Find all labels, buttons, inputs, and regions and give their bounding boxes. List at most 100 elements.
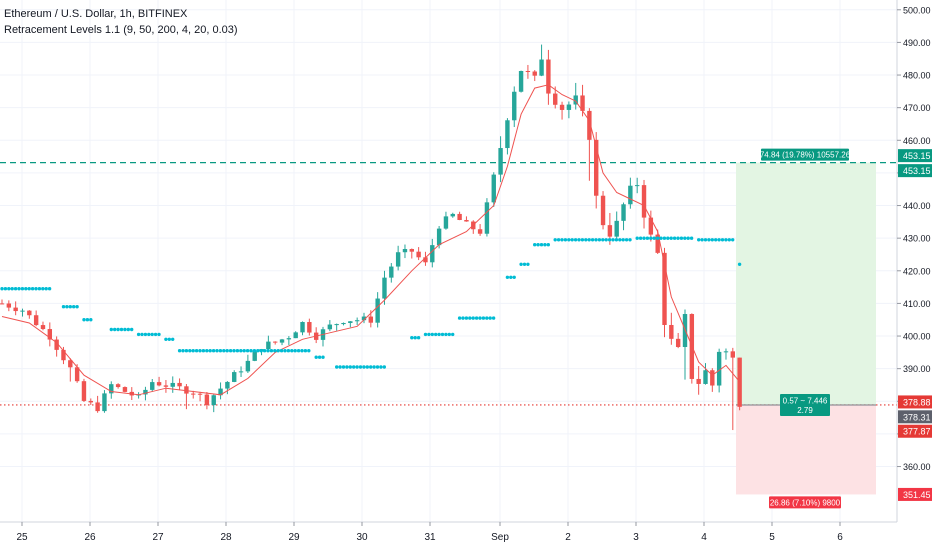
retracement-dot: [10, 287, 14, 291]
retracement-dot: [184, 349, 189, 353]
candle: [211, 394, 216, 413]
candle: [225, 381, 230, 395]
retracement-dot: [655, 236, 660, 240]
retracement-dot: [352, 365, 356, 369]
retracement-dot: [584, 238, 588, 242]
retracement-dot: [464, 316, 469, 320]
candle-body: [232, 372, 237, 382]
candle-body: [13, 307, 18, 312]
retracement-dot: [649, 236, 653, 240]
candle: [327, 320, 333, 332]
candle: [430, 238, 435, 268]
candle-body: [341, 322, 346, 325]
retracement-dot: [208, 349, 212, 353]
candle: [334, 323, 339, 331]
price-tick-label: 440.00: [903, 201, 931, 211]
retracement-dot: [659, 236, 663, 240]
candle-body: [273, 341, 278, 343]
candle: [484, 198, 490, 237]
candle: [443, 211, 449, 230]
price-tag-target: 453.15: [898, 149, 932, 163]
candle: [634, 177, 640, 194]
candle-body: [40, 325, 46, 330]
candle: [375, 292, 380, 328]
candle: [457, 211, 462, 221]
retracement-dot: [256, 349, 260, 353]
retracement-dot: [266, 349, 270, 353]
retracement-dot: [338, 365, 342, 369]
candle-body: [0, 303, 5, 305]
retracement-dot: [362, 365, 366, 369]
retracement-dot: [666, 236, 670, 240]
retracement-dot: [109, 327, 114, 332]
retracement-dot: [587, 238, 591, 242]
retracement-dot: [686, 236, 690, 240]
candle: [498, 136, 503, 183]
retracement-dot: [232, 349, 236, 353]
stop-label-bg: [769, 496, 841, 509]
candle: [20, 308, 25, 317]
candle: [238, 366, 244, 378]
symbol-title: Ethereum / U.S. Dollar, 1h, BITFINEX: [4, 8, 188, 20]
price-tag-bg: [898, 410, 932, 424]
retracement-dot: [317, 355, 322, 359]
retracement-dot: [697, 238, 701, 242]
retracement-dot: [191, 349, 195, 353]
retracement-dot: [491, 316, 496, 320]
retracement-dot: [724, 238, 728, 242]
price-tick-label: 400.00: [903, 332, 931, 342]
retracement-dot: [683, 236, 687, 240]
candle: [361, 312, 367, 324]
retracement-dot: [82, 318, 86, 322]
retracement-dot: [700, 238, 704, 242]
price-tag-text: 378.31: [903, 412, 931, 422]
candle: [505, 118, 510, 155]
candle-body: [518, 70, 524, 92]
retracement-dot: [164, 337, 168, 341]
dot-segment: [0, 287, 52, 291]
retracement-dot: [379, 365, 383, 369]
candle-body: [20, 310, 25, 312]
retracement-dot: [413, 336, 417, 340]
candle-body: [252, 351, 257, 361]
price-tag-text: 453.15: [903, 151, 931, 161]
candle: [170, 376, 175, 393]
candle: [184, 384, 189, 410]
retracement-dot: [642, 236, 646, 240]
candle-body: [409, 249, 414, 252]
candle-body: [95, 402, 100, 412]
candle: [395, 245, 401, 271]
candle-body: [648, 217, 654, 235]
retracement-dot: [717, 238, 721, 242]
candle-body: [197, 393, 203, 395]
retracement-dot: [225, 349, 229, 353]
candle-body: [525, 70, 531, 72]
retracement-dot: [638, 236, 643, 240]
candle-body: [33, 315, 39, 326]
retracement-dot: [300, 349, 304, 353]
candle: [573, 82, 578, 110]
time-tick-label: 4: [701, 532, 707, 543]
candle: [0, 299, 5, 305]
candle-body: [225, 381, 230, 389]
candle-body: [539, 59, 544, 76]
retracement-dot: [13, 287, 18, 291]
retracement-dot: [296, 349, 301, 353]
price-tick-label: 360.00: [903, 462, 931, 472]
candle: [197, 391, 203, 402]
grid: [0, 0, 897, 522]
retracement-dot: [228, 349, 233, 353]
dot-segment: [553, 238, 632, 242]
retracement-dot: [607, 238, 612, 242]
candle: [525, 64, 531, 79]
ma-line: [1, 84, 740, 396]
retracement-dot: [153, 332, 158, 337]
price-tick-label: 420.00: [903, 266, 931, 276]
candle-body: [546, 59, 551, 94]
dot-segment: [164, 337, 175, 341]
candle: [566, 101, 572, 119]
retracement-dot: [123, 327, 127, 332]
retracement-dot: [737, 262, 742, 266]
